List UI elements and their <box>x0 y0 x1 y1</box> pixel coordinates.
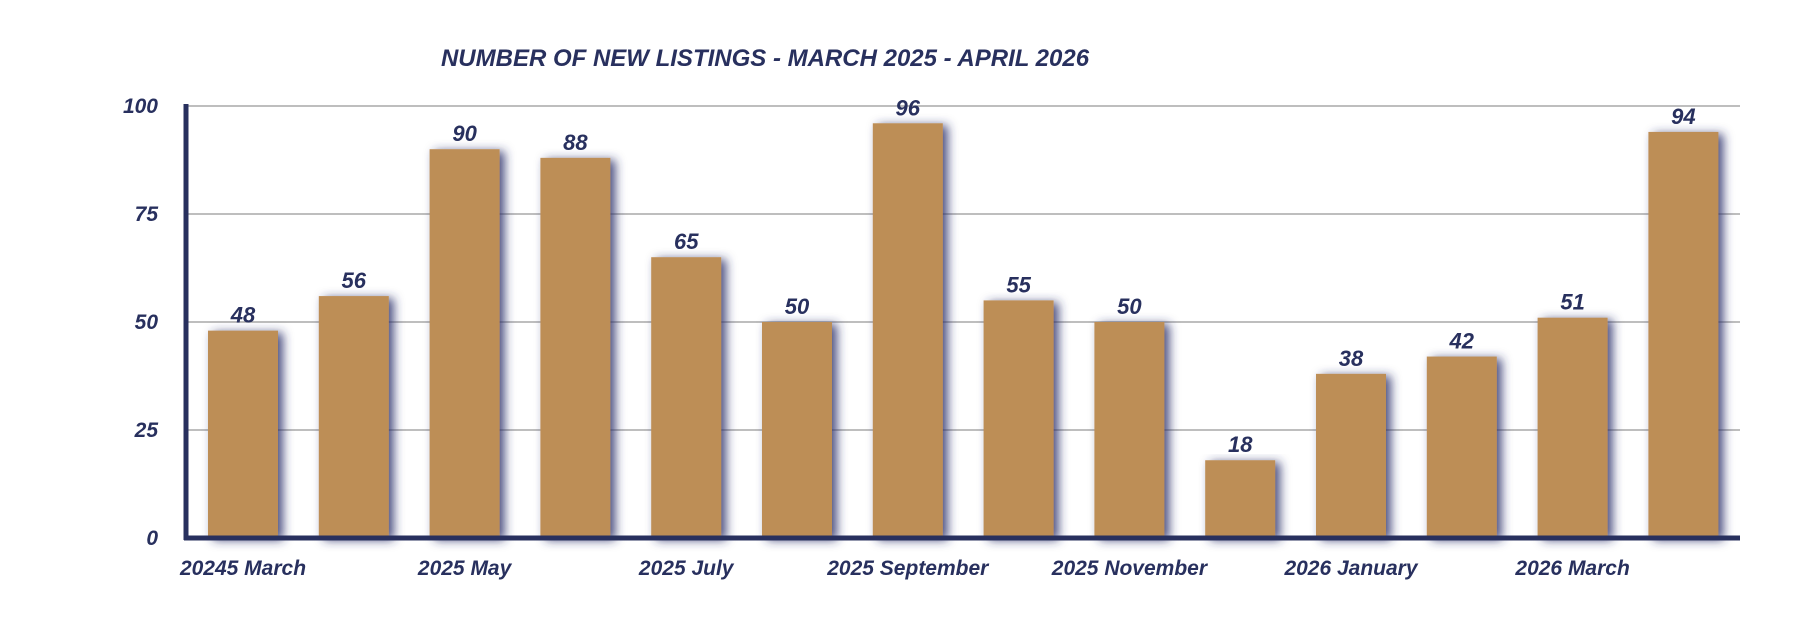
x-tick-label: 2026 March <box>1514 557 1629 580</box>
y-tick-labels: 0 25 50 75 100 <box>123 95 158 550</box>
bars <box>208 123 1719 539</box>
y-tick-label: 100 <box>123 95 158 118</box>
data-label: 38 <box>1339 346 1364 371</box>
y-tick-label: 50 <box>135 311 159 334</box>
bar <box>1537 317 1608 538</box>
data-label: 48 <box>230 303 256 328</box>
bar <box>872 123 943 538</box>
y-tick-label: 25 <box>134 419 159 442</box>
data-label: 96 <box>896 95 921 120</box>
bar <box>318 296 389 538</box>
bar <box>1648 131 1719 539</box>
x-tick-labels: 20245 March 2025 May 2025 July 2025 Septemb… <box>179 557 1630 580</box>
bar <box>1094 322 1165 538</box>
axes <box>183 104 1740 541</box>
data-label: 42 <box>1449 329 1475 354</box>
data-label: 55 <box>1006 272 1031 297</box>
gridlines <box>186 105 1740 431</box>
x-tick-label: 2025 September <box>826 557 990 580</box>
y-tick-label: 75 <box>135 203 159 226</box>
chart-title: NUMBER OF NEW LISTINGS - MARCH 2025 - AP… <box>441 45 1090 72</box>
bar <box>1205 460 1276 538</box>
data-label: 51 <box>1560 290 1584 315</box>
data-label: 90 <box>452 121 477 146</box>
bar <box>429 149 500 538</box>
value-labels: 48 56 90 88 65 50 96 55 50 18 38 42 51 94 <box>230 95 1696 457</box>
data-label: 50 <box>1117 294 1142 319</box>
bar <box>983 300 1054 538</box>
x-tick-label: 2026 January <box>1283 557 1418 580</box>
bar <box>540 157 611 538</box>
x-tick-label: 2025 November <box>1051 557 1209 580</box>
x-tick-label: 2025 May <box>417 557 513 580</box>
bar <box>651 257 722 538</box>
data-label: 88 <box>563 130 588 155</box>
data-label: 56 <box>342 268 367 293</box>
x-tick-label: 2025 July <box>638 557 735 580</box>
data-label: 18 <box>1228 432 1253 457</box>
x-tick-label: 20245 March <box>179 557 306 580</box>
bar <box>1426 356 1497 538</box>
data-label: 65 <box>674 229 699 254</box>
data-label: 50 <box>785 294 810 319</box>
bar <box>208 330 278 538</box>
bar <box>1316 373 1386 538</box>
bar <box>762 322 832 538</box>
data-label: 94 <box>1671 104 1695 129</box>
y-tick-label: 0 <box>146 527 158 550</box>
